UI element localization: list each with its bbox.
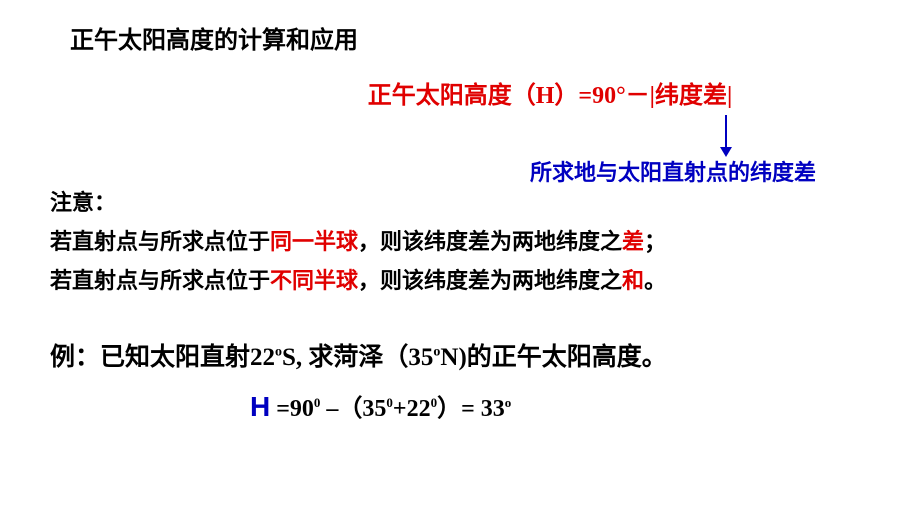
example-text: S, 求菏泽（35 [282,344,433,371]
arrow-container: 所求地与太阳直射点的纬度差 [50,120,870,170]
solution-text: ）= 33 [437,396,505,422]
note-emphasis: 差 [622,229,644,254]
solution: H =900 –（350+220）= 33o [250,388,870,423]
solution-text: =90 [270,396,314,422]
degree-symbol: o [505,395,512,410]
note-emphasis: 和 [622,268,644,293]
solution-text: –（35 [320,396,386,422]
note-text: 若直射点与所求点位于 [50,229,270,254]
example-text: 例：已知太阳直射22 [50,344,275,371]
note-text: 若直射点与所求点位于 [50,268,270,293]
arrow-annotation: 所求地与太阳直射点的纬度差 [530,155,816,187]
note-header: 注意： [50,185,870,217]
down-arrow-icon [725,115,727,155]
formula-text: 正午太阳高度（H）=90°－|纬度差| [368,83,733,109]
note-text: ，则该纬度差为两地纬度之 [358,229,622,254]
example-text: N)的正午太阳高度。 [440,344,666,371]
section-title: 正午太阳高度的计算和应用 [70,20,870,55]
example-problem: 例：已知太阳直射22oS, 求菏泽（35oN)的正午太阳高度。 [50,337,870,373]
note-text: ； [644,229,666,254]
note-line-2: 若直射点与所求点位于不同半球，则该纬度差为两地纬度之和。 [50,264,870,297]
solution-variable: H [250,391,270,422]
note-text: 。 [644,268,666,293]
solution-text: +22 [393,396,431,422]
degree-symbol: o [275,345,282,360]
note-line-1: 若直射点与所求点位于同一半球，则该纬度差为两地纬度之差； [50,225,870,258]
note-emphasis: 不同半球 [270,268,358,293]
note-text: ，则该纬度差为两地纬度之 [358,268,622,293]
note-emphasis: 同一半球 [270,229,358,254]
formula: 正午太阳高度（H）=90°－|纬度差| [230,75,870,110]
